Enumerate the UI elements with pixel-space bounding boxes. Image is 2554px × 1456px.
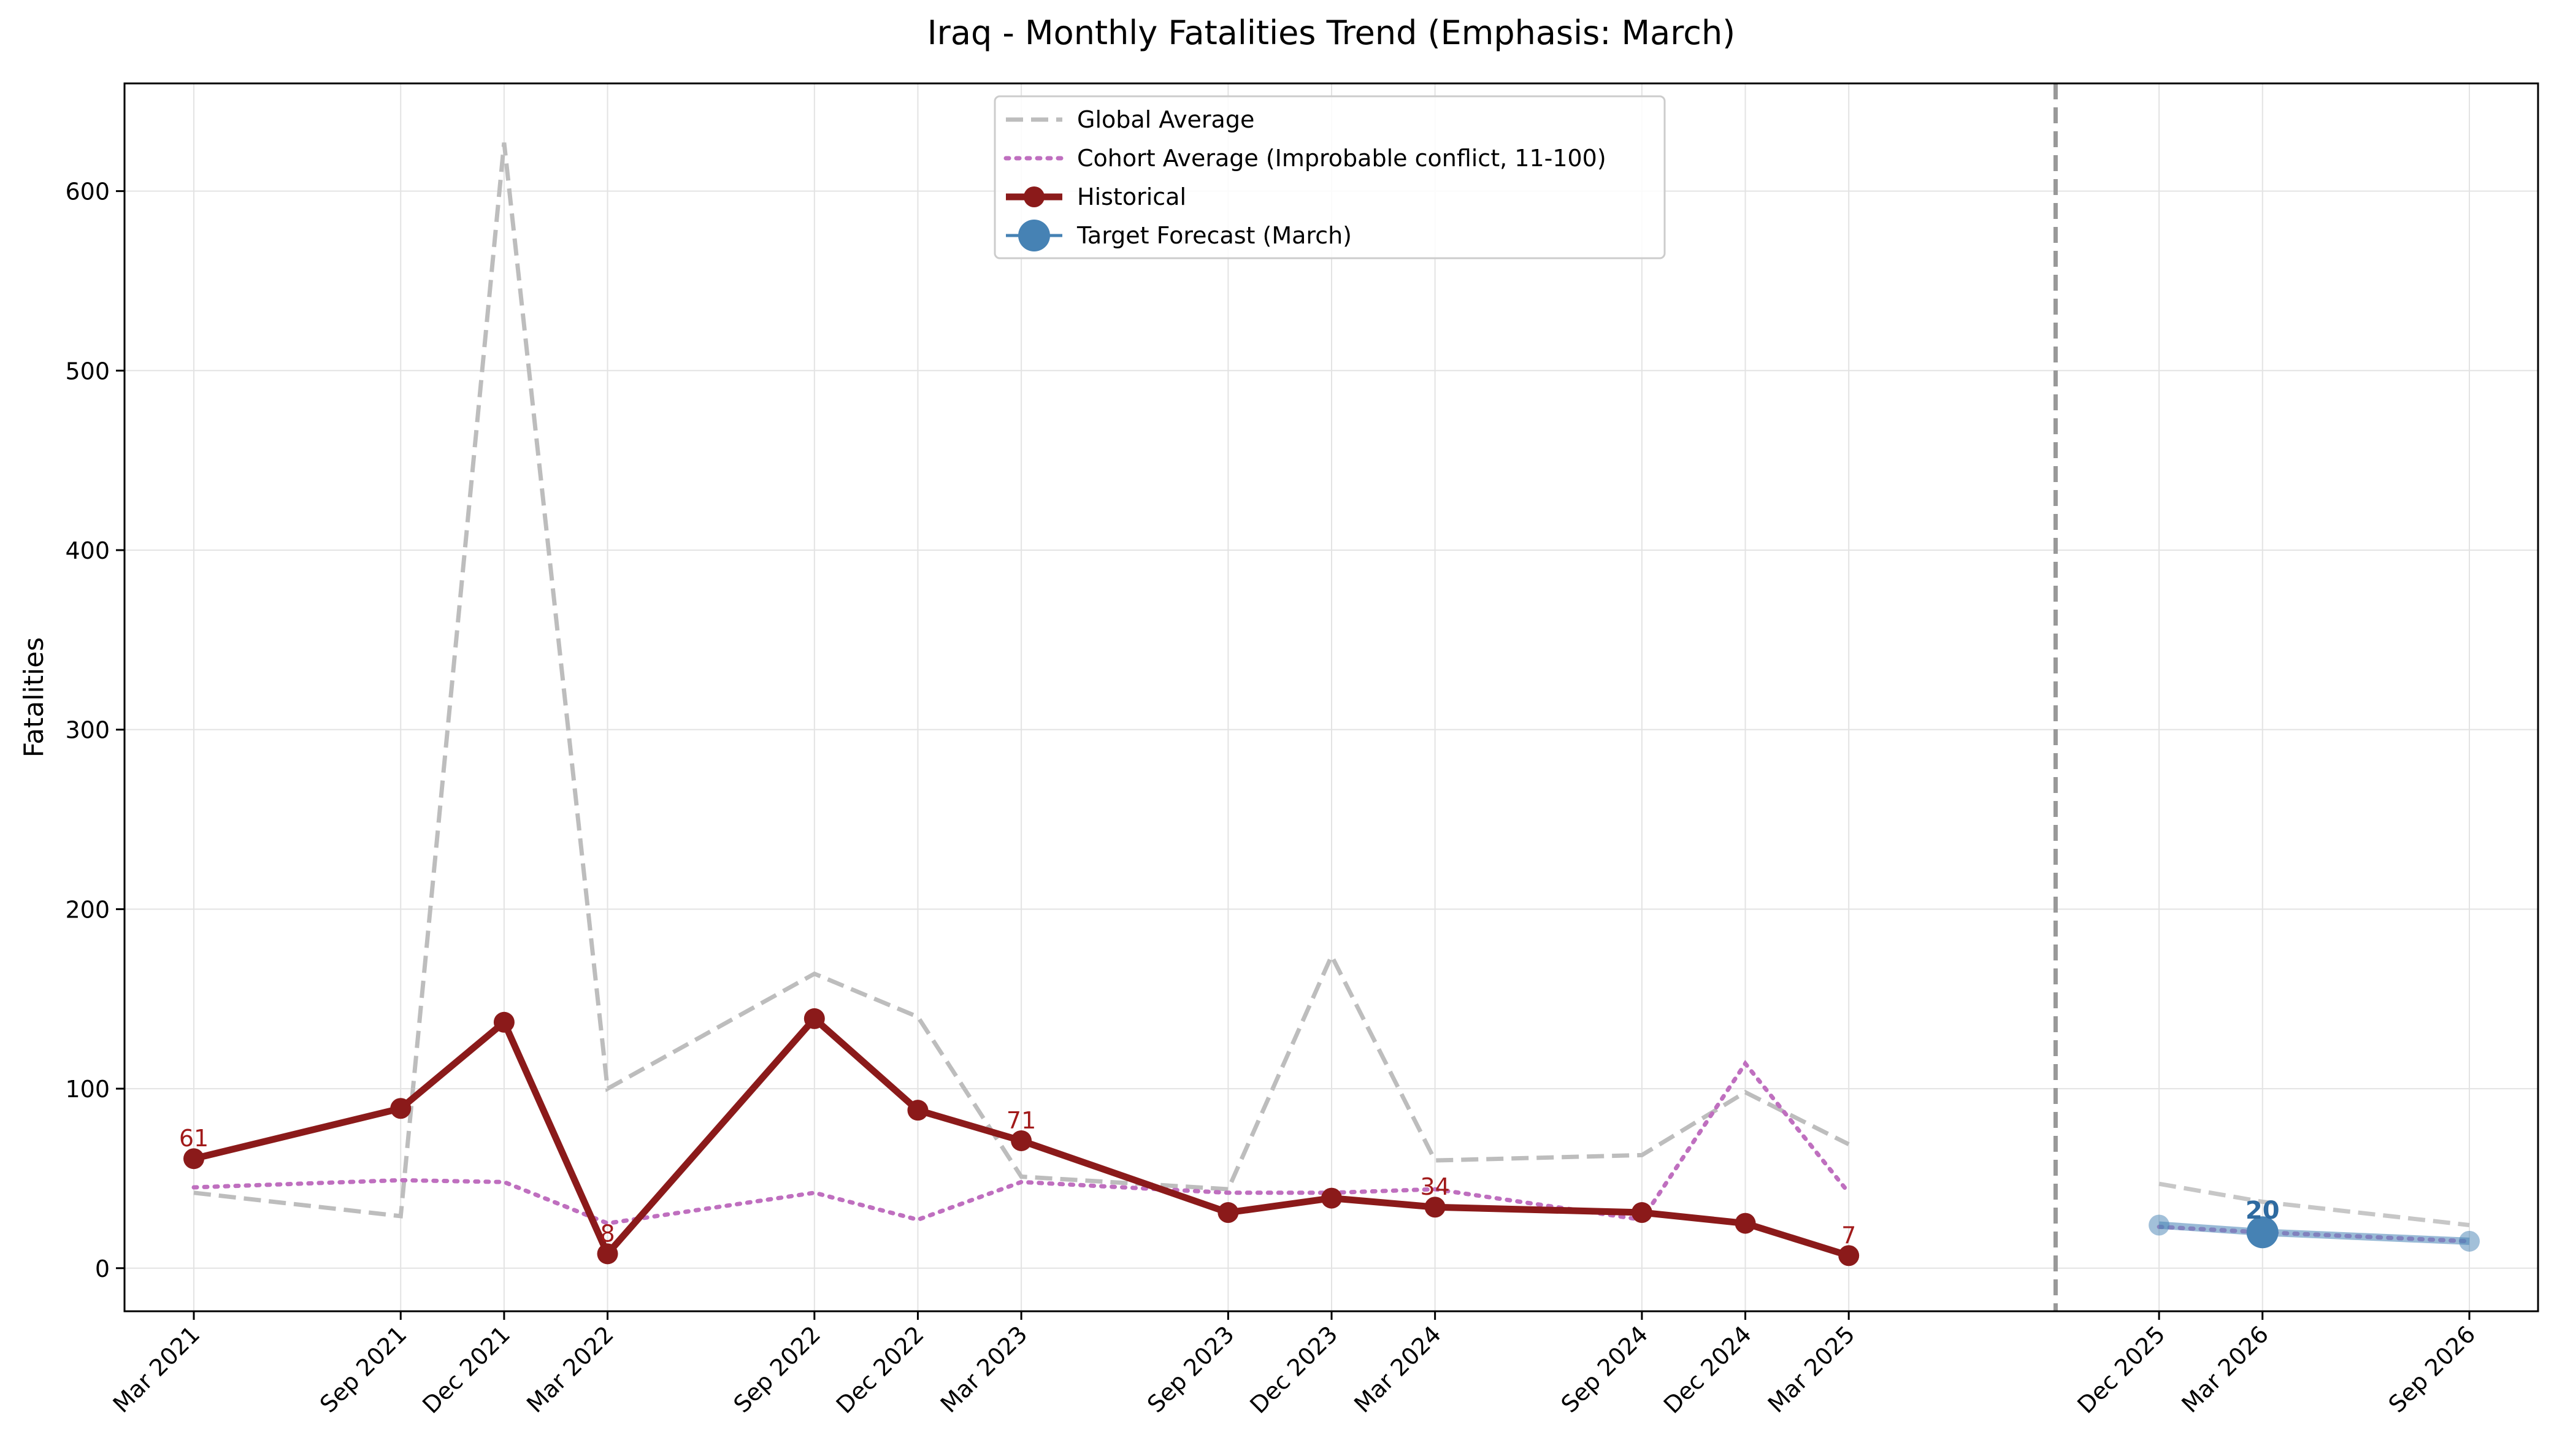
- historical-point: [1631, 1202, 1652, 1224]
- legend-marker: [1024, 186, 1045, 207]
- y-tick-label: 500: [65, 358, 110, 385]
- historical-point: [1424, 1197, 1446, 1218]
- forecast-highlight-point: [2246, 1216, 2279, 1249]
- plot-frame: [123, 82, 2539, 1312]
- historical-point: [803, 1008, 825, 1029]
- historical-data-label: 34: [1420, 1173, 1449, 1200]
- legend-label: Target Forecast (March): [1076, 222, 1352, 249]
- legend-box: [994, 95, 1666, 259]
- legend-label: Global Average: [1077, 106, 1254, 133]
- y-tick-label: 100: [65, 1076, 110, 1103]
- historical-point: [907, 1100, 929, 1121]
- legend: Global Average Cohort Average (Improbable…: [994, 95, 1666, 259]
- historical-point: [1735, 1213, 1756, 1234]
- y-tick-label: 0: [95, 1255, 110, 1282]
- legend-label: Historical: [1077, 183, 1186, 210]
- historical-point: [1838, 1245, 1860, 1266]
- legend-marker: [1018, 220, 1050, 251]
- y-axis-label: Fatalities: [18, 637, 50, 757]
- forecast-data-label: 20: [2245, 1197, 2280, 1225]
- y-tick-label: 200: [65, 896, 110, 923]
- legend-entry: Target Forecast (March): [1006, 220, 1352, 251]
- historical-point: [390, 1098, 412, 1119]
- historical-point: [1218, 1202, 1239, 1224]
- historical-data-label: 61: [179, 1125, 209, 1152]
- global-average-line: [193, 142, 1850, 1219]
- historical-point: [493, 1011, 515, 1033]
- y-tick-label: 300: [65, 717, 110, 744]
- legend-entry: Cohort Average (Improbable conflict, 11-…: [1003, 145, 1606, 172]
- legend-entry: Historical: [1006, 183, 1186, 210]
- grid-layer: [125, 83, 2538, 1311]
- forecast-point: [2149, 1214, 2170, 1236]
- global-average-line: [2158, 1181, 2470, 1227]
- chart-title: Iraq - Monthly Fatalities Trend (Emphasi…: [927, 13, 1736, 52]
- historical-point: [1011, 1130, 1032, 1151]
- historical-data-label: 7: [1841, 1222, 1856, 1249]
- legend-entry: Global Average: [1006, 106, 1254, 133]
- legend-label: Cohort Average (Improbable conflict, 11-…: [1077, 145, 1606, 172]
- historical-point: [183, 1148, 204, 1170]
- historical-point: [1321, 1187, 1342, 1209]
- historical-data-label: 71: [1007, 1107, 1036, 1134]
- y-tick-label: 600: [65, 178, 110, 205]
- historical-point: [597, 1243, 618, 1265]
- historical-data-label: 8: [600, 1220, 615, 1247]
- y-tick-label: 400: [65, 537, 110, 564]
- series-layer: 61 8 71 34 7 20: [179, 83, 2480, 1311]
- forecast-point: [2459, 1230, 2480, 1252]
